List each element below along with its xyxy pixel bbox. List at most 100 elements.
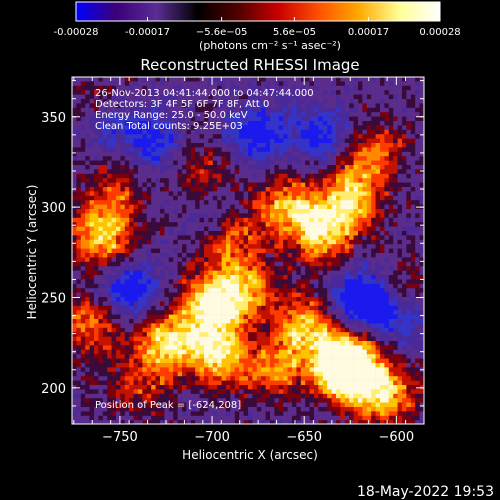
heatmap-cell (287, 217, 293, 223)
heatmap-cell (208, 327, 214, 333)
heatmap-cell (116, 341, 121, 346)
heatmap-cell (344, 279, 350, 285)
heatmap-cell (76, 292, 82, 298)
heatmap-cell (142, 367, 148, 373)
heatmap-cell (283, 310, 288, 315)
heatmap-cell (151, 420, 156, 424)
heatmap-cell (120, 253, 126, 258)
heatmap-cell (252, 204, 258, 210)
heatmap-cell (226, 204, 231, 210)
heatmap-cell (239, 420, 244, 424)
heatmap-cell (102, 345, 108, 351)
heatmap-cell (155, 380, 161, 386)
heatmap-cell (129, 182, 134, 188)
heatmap-cell (107, 165, 112, 170)
heatmap-cell (204, 138, 209, 144)
heatmap-cell (274, 314, 280, 320)
heatmap-cell (234, 319, 240, 324)
heatmap-cell (221, 195, 227, 201)
heatmap-cell (309, 116, 315, 122)
heatmap-cell (305, 222, 310, 227)
heatmap-cell (102, 248, 108, 254)
heatmap-cell (221, 327, 227, 333)
heatmap-cell (212, 226, 218, 232)
heatmap-cell (336, 389, 341, 395)
heatmap-cell (309, 112, 315, 117)
heatmap-cell (124, 231, 130, 236)
heatmap-cell (177, 292, 183, 298)
heatmap-cell (133, 310, 139, 315)
heatmap-cell (182, 367, 187, 373)
heatmap-cell (230, 226, 236, 232)
heatmap-cell (142, 90, 148, 95)
heatmap-cell (283, 187, 288, 192)
heatmap-cell (160, 151, 165, 157)
heatmap-cell (94, 147, 99, 153)
heatmap-cell (138, 182, 143, 188)
heatmap-cell (120, 385, 126, 390)
heatmap-cell (331, 327, 337, 333)
heatmap-cell (305, 103, 310, 109)
heatmap-cell (221, 314, 227, 320)
heatmap-cell (287, 257, 293, 263)
heatmap-cell (274, 345, 280, 351)
heatmap-cell (138, 151, 143, 157)
heatmap-cell (142, 376, 148, 381)
heatmap-cell (278, 363, 284, 368)
heatmap-cell (331, 178, 337, 183)
heatmap-cell (94, 411, 99, 417)
heatmap-cell (340, 393, 346, 399)
heatmap-cell (261, 151, 266, 157)
heatmap-cell (146, 173, 152, 179)
heatmap-cell (327, 363, 332, 368)
heatmap-cell (76, 420, 82, 424)
heatmap-cell (248, 363, 253, 368)
heatmap-cell (98, 213, 104, 219)
heatmap-cell (283, 323, 288, 329)
heatmap-cell (287, 261, 293, 267)
heatmap-cell (124, 129, 130, 135)
heatmap-cell (72, 160, 77, 166)
heatmap-cell (331, 314, 337, 320)
heatmap-cell (94, 367, 99, 373)
heatmap-cell (256, 314, 262, 320)
heatmap-cell (287, 332, 293, 337)
heatmap-cell (305, 178, 310, 183)
heatmap-cell (168, 112, 174, 117)
heatmap-cell (155, 244, 161, 249)
heatmap-cell (164, 147, 170, 153)
heatmap-cell (208, 270, 214, 276)
heatmap-cell (89, 226, 95, 232)
heatmap-cell (340, 165, 346, 170)
heatmap-cell (208, 332, 214, 337)
heatmap-cell (116, 301, 121, 307)
heatmap-cell (270, 402, 275, 408)
heatmap-cell (243, 151, 249, 157)
heatmap-cell (204, 244, 209, 249)
heatmap-cell (80, 415, 86, 421)
heatmap-cell (111, 112, 117, 117)
heatmap-cell (120, 301, 126, 307)
heatmap-cell (278, 275, 284, 280)
heatmap-cell (190, 257, 196, 263)
heatmap-cell (94, 235, 99, 241)
heatmap-cell (226, 292, 231, 298)
heatmap-cell (265, 94, 271, 100)
heatmap-cell (243, 380, 249, 386)
heatmap-cell (318, 297, 324, 302)
heatmap-cell (173, 125, 178, 131)
heatmap-cell (120, 415, 126, 421)
heatmap-cell (336, 231, 341, 236)
heatmap-cell (182, 415, 187, 421)
heatmap-cell (80, 314, 86, 320)
heatmap-cell (234, 279, 240, 285)
heatmap-cell (120, 112, 126, 117)
heatmap-cell (186, 178, 192, 183)
heatmap-cell (186, 217, 192, 223)
heatmap-cell (186, 283, 192, 289)
heatmap-cell (204, 349, 209, 355)
heatmap-cell (278, 99, 284, 104)
heatmap-cell (217, 420, 222, 424)
heatmap-cell (160, 182, 165, 188)
heatmap-cell (252, 363, 258, 368)
